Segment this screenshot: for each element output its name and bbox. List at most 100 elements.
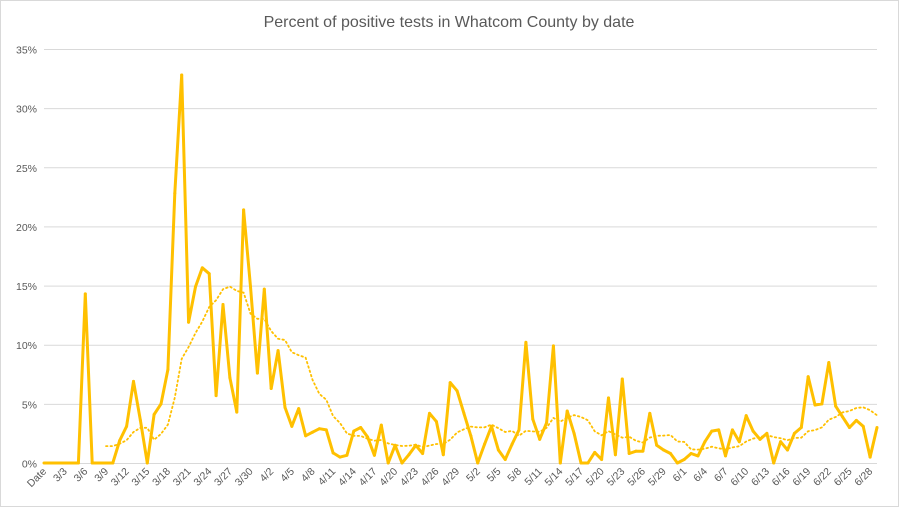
x-axis-ticks: Date 3/3 3/6 3/93/123/153/183/213/243/273/3… [25,466,875,490]
data-point [510,442,514,446]
data-point [448,381,452,385]
data-point [166,368,170,372]
y-tick-label: 20% [16,222,37,234]
data-point [593,450,597,454]
data-point [428,411,432,415]
data-point [42,461,46,465]
data-point [751,429,755,433]
data-point [786,448,790,452]
data-point [503,457,507,461]
data-point [63,461,67,465]
data-point [620,377,624,381]
data-point [207,272,211,276]
data-point [854,418,858,422]
data-point [276,349,280,353]
data-point [90,461,94,465]
data-point [421,452,425,456]
data-point [476,461,480,465]
data-point [283,405,287,409]
data-point [524,340,528,344]
y-tick-label: 25% [16,163,37,175]
data-point [586,461,590,465]
data-point [483,442,487,446]
data-point [737,440,741,444]
data-point [242,208,246,212]
data-point [187,320,191,324]
data-point [76,461,80,465]
data-point [310,430,314,434]
data-point [331,451,335,455]
data-point [173,191,177,195]
data-point [744,414,748,418]
y-tick-label: 30% [16,104,37,116]
data-point [145,461,149,465]
data-point [104,461,108,465]
data-point [834,404,838,408]
data-point [724,454,728,458]
y-tick-label: 5% [22,399,37,411]
data-point [765,431,769,435]
y-tick-label: 10% [16,340,37,352]
data-point [372,453,376,457]
data-point [111,461,115,465]
data-point [338,455,342,459]
data-point [648,411,652,415]
data-point [496,448,500,452]
data-point [682,457,686,461]
data-point [304,434,308,438]
data-point [200,266,204,270]
data-point [352,429,356,433]
data-point [324,428,328,432]
data-point [799,426,803,430]
data-point [249,285,253,289]
data-point [662,448,666,452]
data-point [689,452,693,456]
data-point [758,437,762,441]
data-point [70,461,74,465]
data-point [49,461,53,465]
data-point [517,428,521,432]
data-point [56,461,60,465]
data-point [820,402,824,406]
data-point [359,426,363,430]
series-layer [42,73,879,465]
chart-title: Percent of positive tests in Whatcom Cou… [264,14,635,31]
data-point [875,426,879,430]
data-point [386,461,390,465]
data-point [813,403,817,407]
data-point [441,453,445,457]
data-point [868,455,872,459]
data-point [159,402,163,406]
data-point [627,452,631,456]
data-point [407,453,411,457]
y-tick-label: 0% [22,459,37,471]
data-point [531,417,535,421]
data-point [366,435,370,439]
data-point [827,360,831,364]
data-point [180,73,184,77]
data-point [469,434,473,438]
data-point [668,452,672,456]
data-point [317,427,321,431]
data-point [806,375,810,379]
data-point [83,292,87,296]
data-point [269,386,273,390]
data-point [551,344,555,348]
data-point [221,302,225,306]
series-line-percent-positive [44,73,879,465]
data-point [434,420,438,424]
data-point [131,379,135,383]
data-point [228,376,232,380]
data-point [579,461,583,465]
data-point [297,407,301,411]
data-point [572,431,576,435]
y-axis-ticks: 0% 5% 10% 15% 20% 25% 30% 35% [16,45,37,471]
data-point [558,461,562,465]
moving-average-trendline [105,285,878,451]
data-point [655,443,659,447]
data-point [400,461,404,465]
data-point [696,454,700,458]
data-point [118,439,122,443]
data-point [613,453,617,457]
